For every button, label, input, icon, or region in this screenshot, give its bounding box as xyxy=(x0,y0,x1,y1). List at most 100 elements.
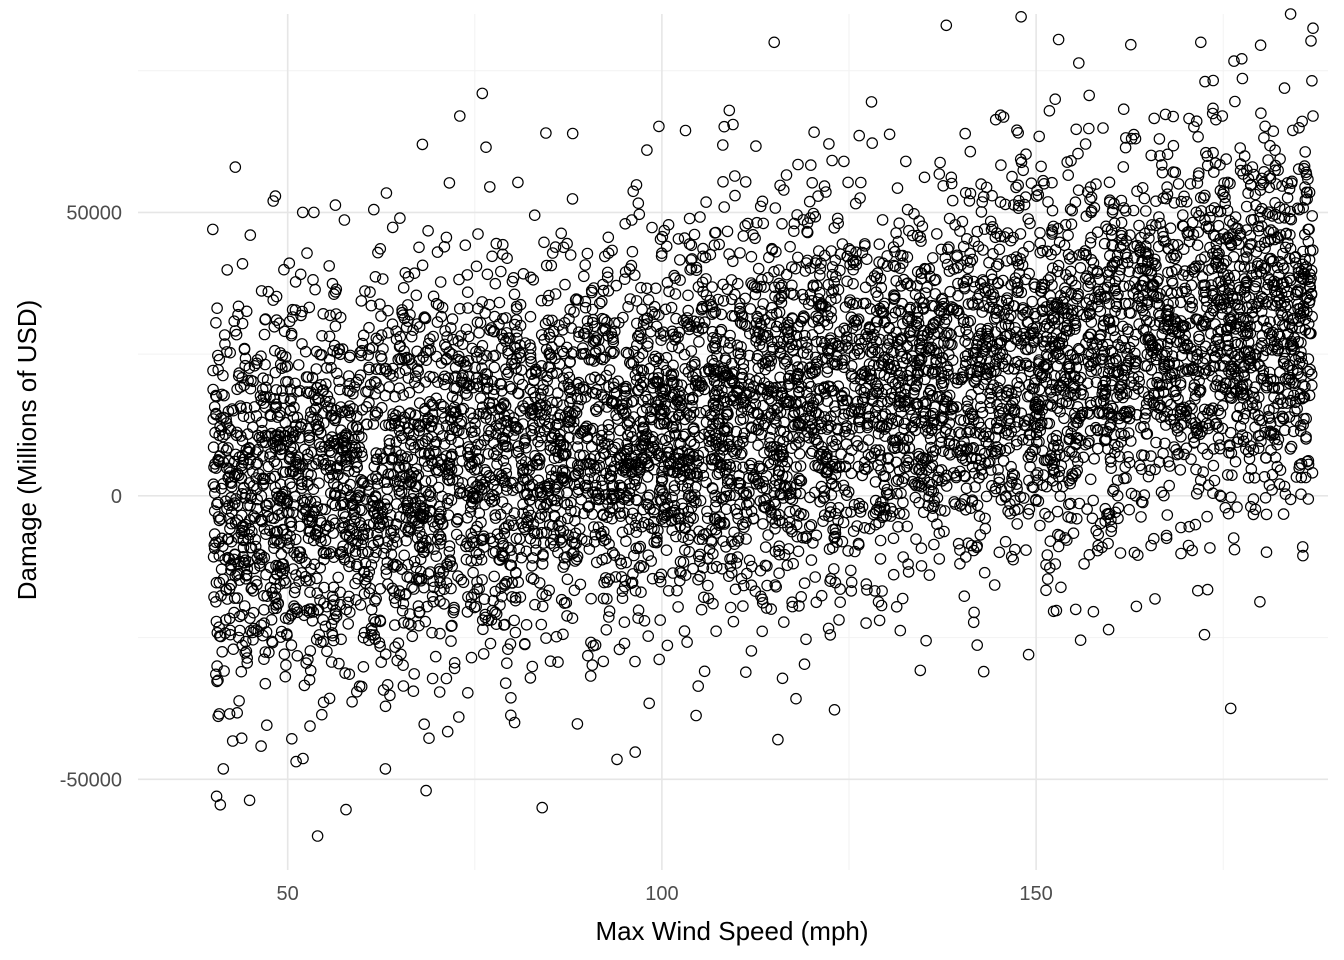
data-point xyxy=(243,794,256,807)
data-point xyxy=(750,140,762,152)
data-point xyxy=(792,158,804,171)
data-point xyxy=(926,252,939,264)
data-point xyxy=(314,426,327,439)
data-point xyxy=(585,592,597,605)
data-point xyxy=(1198,403,1211,416)
data-point xyxy=(510,303,523,315)
data-point xyxy=(823,138,835,150)
data-point xyxy=(283,257,296,269)
data-point xyxy=(552,656,564,668)
data-point xyxy=(1161,509,1174,521)
data-point xyxy=(1192,584,1204,597)
data-point xyxy=(323,260,335,272)
data-point xyxy=(294,268,307,281)
data-point xyxy=(1047,605,1060,618)
data-point xyxy=(438,241,451,253)
data-point xyxy=(1160,532,1173,545)
data-point xyxy=(817,492,830,504)
data-point xyxy=(495,385,508,397)
data-point xyxy=(981,324,993,337)
data-point xyxy=(812,190,824,202)
data-point xyxy=(777,616,790,628)
data-point xyxy=(1265,444,1277,456)
data-point xyxy=(1191,177,1204,189)
data-point xyxy=(1055,581,1067,594)
data-point xyxy=(698,665,711,678)
data-point xyxy=(716,139,729,151)
data-point xyxy=(1153,211,1165,223)
data-point xyxy=(256,383,269,396)
data-point xyxy=(584,670,597,682)
data-point xyxy=(470,345,482,358)
data-point xyxy=(620,346,633,359)
data-point xyxy=(565,504,577,517)
data-point xyxy=(269,582,282,595)
data-point xyxy=(974,401,987,413)
data-point xyxy=(678,625,691,637)
data-point xyxy=(549,288,562,300)
data-point xyxy=(536,600,549,613)
data-point xyxy=(670,530,682,543)
data-point xyxy=(1041,549,1054,561)
data-point xyxy=(785,261,798,273)
data-point xyxy=(234,624,246,637)
data-point xyxy=(1102,623,1115,636)
data-point xyxy=(679,362,691,375)
data-point xyxy=(300,657,312,669)
data-point xyxy=(1201,510,1213,523)
data-point xyxy=(386,221,399,234)
data-point xyxy=(343,668,356,680)
data-point xyxy=(1225,491,1237,504)
data-point xyxy=(1065,218,1078,230)
data-point xyxy=(258,328,271,341)
data-point xyxy=(413,241,425,254)
data-point xyxy=(833,614,845,626)
data-point xyxy=(626,245,639,258)
data-point xyxy=(781,355,793,368)
data-point xyxy=(1023,240,1035,253)
data-point xyxy=(231,706,243,719)
data-point xyxy=(499,335,512,348)
data-point xyxy=(501,252,513,265)
data-point xyxy=(275,548,288,560)
data-point xyxy=(629,746,641,758)
data-point xyxy=(408,555,421,568)
data-point xyxy=(231,592,244,604)
data-point xyxy=(1138,489,1151,501)
data-point xyxy=(1119,461,1131,473)
data-point xyxy=(1138,192,1151,205)
data-point xyxy=(824,629,837,641)
data-point xyxy=(957,371,969,384)
data-point xyxy=(806,177,818,189)
data-point xyxy=(233,695,245,707)
data-point xyxy=(629,519,642,532)
data-point xyxy=(571,718,584,730)
data-point xyxy=(765,603,777,615)
data-point xyxy=(1259,491,1272,504)
data-point xyxy=(484,637,497,650)
data-point xyxy=(512,445,525,458)
data-point xyxy=(555,227,567,240)
data-point xyxy=(946,194,959,207)
data-point xyxy=(873,238,886,250)
data-point xyxy=(863,522,876,535)
data-point xyxy=(1167,139,1180,152)
data-point xyxy=(726,255,739,268)
data-point xyxy=(290,569,302,581)
data-point xyxy=(1079,138,1092,150)
data-point xyxy=(1246,161,1259,173)
data-point xyxy=(434,276,447,288)
data-point xyxy=(1041,417,1053,430)
data-point xyxy=(318,581,330,594)
data-point xyxy=(518,638,531,651)
data-point xyxy=(314,594,326,606)
data-point xyxy=(1148,532,1160,545)
data-point xyxy=(470,260,483,273)
data-point xyxy=(1017,247,1029,259)
data-point xyxy=(918,171,931,184)
data-point xyxy=(1180,196,1193,208)
data-point xyxy=(903,431,916,443)
data-point xyxy=(500,657,513,669)
data-point xyxy=(475,516,487,529)
